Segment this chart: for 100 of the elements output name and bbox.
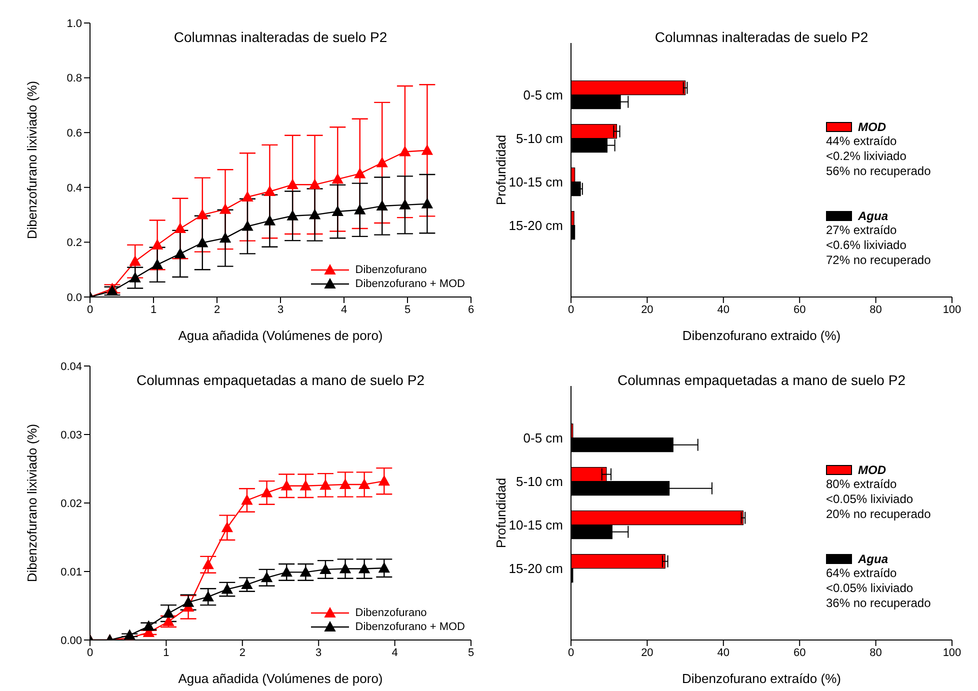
point — [143, 620, 154, 631]
point — [354, 168, 366, 178]
x-tick-label: 20 — [641, 646, 654, 659]
point — [222, 584, 233, 594]
point — [261, 572, 272, 582]
y-axis-title: Dibenzofurano lixiviado (%) — [24, 424, 40, 582]
x-tick-label: 40 — [717, 646, 730, 659]
annotation: 44% extraído — [826, 134, 898, 149]
point — [309, 209, 320, 220]
point — [242, 220, 253, 231]
point — [287, 210, 298, 220]
x-tick-label: 6 — [468, 304, 474, 316]
y-axis-title: Profundidad — [494, 134, 509, 206]
text: 36% no recuperado — [826, 596, 932, 611]
point — [332, 174, 344, 184]
y-axis-title: Profundidad — [494, 478, 509, 548]
point — [152, 239, 163, 250]
y-tick-label: 0.4 — [66, 182, 82, 194]
x-tick-label: 0 — [568, 646, 574, 659]
x-tick-label: 0 — [86, 304, 94, 316]
annotation: 27% extraído — [826, 223, 898, 238]
legend-label: MOD — [858, 120, 886, 134]
point — [196, 237, 208, 248]
x-tick-label: 3 — [277, 304, 284, 316]
x-tick-label: 5 — [468, 646, 474, 659]
x-tick-label: 20 — [641, 304, 654, 316]
point — [162, 608, 174, 618]
x-tick-label: 4 — [340, 304, 348, 316]
point — [202, 559, 214, 570]
annotation: <0.6% lixiviado — [826, 238, 908, 253]
annotation: 64% extraído — [826, 566, 898, 581]
point — [422, 198, 433, 208]
legend-label: Dibenzofurano + MOD — [355, 278, 465, 290]
point — [376, 157, 388, 168]
chart-title: Columnas inalteradas de suelo P2 — [172, 29, 388, 45]
y-axis-title: Dibenzofurano lixiviado (%) — [24, 80, 40, 240]
point — [332, 206, 344, 216]
point — [196, 209, 208, 220]
point — [378, 476, 390, 486]
text: 72% no recuperado — [826, 253, 932, 268]
point — [220, 232, 231, 243]
point — [378, 562, 390, 573]
x-tick-label: 2 — [214, 304, 220, 316]
point — [130, 272, 141, 282]
point — [220, 204, 231, 214]
legend-label: Agua — [858, 209, 888, 223]
point — [422, 144, 433, 155]
x-tick-label: 3 — [316, 646, 322, 659]
point — [287, 179, 298, 190]
x-tick-label: 60 — [793, 646, 806, 659]
point — [281, 480, 292, 490]
y-tick-label: 0.2 — [66, 237, 82, 250]
y-tick-label: 0-5 cm — [523, 87, 563, 102]
x-tick-label: 80 — [870, 646, 882, 659]
point — [320, 480, 331, 490]
x-tick-label: 100 — [942, 646, 962, 659]
annotation: <0.05% lixiviado — [826, 492, 914, 507]
legend-label: Dibenzofurano + MOD — [355, 621, 465, 633]
point — [300, 566, 312, 577]
x-tick-label: 40 — [717, 304, 730, 316]
y-tick-label: 5-10 cm — [516, 474, 563, 489]
annotation: <0.2% lixiviado — [826, 149, 908, 164]
point — [358, 479, 370, 490]
chart-title: Columnas empaquetadas a mano de suelo P2 — [136, 372, 426, 388]
point — [174, 223, 186, 233]
annotation: 80% extraído — [826, 477, 898, 492]
point — [376, 200, 388, 211]
point — [261, 487, 272, 498]
x-tick-label: 4 — [392, 646, 398, 659]
point — [399, 199, 410, 210]
point — [340, 479, 351, 490]
point — [130, 256, 141, 266]
y-tick-label: 0.02 — [60, 498, 82, 510]
chart-title: Columnas empaquetadas a mano de suelo P2 — [616, 372, 906, 388]
y-tick-label: 0.03 — [60, 429, 82, 442]
point — [354, 204, 366, 214]
y-tick-label: 0.01 — [60, 566, 82, 578]
point — [264, 215, 276, 226]
x-tick-label: 1 — [163, 646, 170, 659]
annotation: 56% no recuperado — [826, 164, 932, 179]
y-tick-label: 10-15 cm — [508, 517, 563, 532]
x-axis-title: Agua añadida (Volúmenes de poro) — [178, 671, 383, 686]
x-tick-label: 0 — [568, 304, 574, 316]
y-tick-label: 0.6 — [66, 128, 82, 140]
y-tick-label: 0.8 — [66, 72, 82, 85]
point — [300, 480, 312, 490]
x-tick-label: 5 — [404, 304, 411, 316]
y-tick-label: 0.04 — [60, 360, 82, 373]
y-tick-label: 15-20 cm — [508, 218, 563, 233]
y-tick-label: 0-5 cm — [523, 430, 563, 446]
point — [162, 616, 174, 626]
y-tick-label: 15-20 cm — [508, 560, 563, 576]
point — [340, 563, 351, 574]
y-tick-label: 0.00 — [60, 634, 82, 647]
point — [264, 186, 276, 196]
x-axis-title: Dibenzofurano extraído (%) — [682, 671, 841, 686]
x-tick-label: 2 — [239, 646, 246, 659]
y-tick-label: 1.0 — [66, 18, 82, 30]
annotation: <0.05% lixiviado — [826, 581, 914, 596]
point — [241, 579, 252, 590]
